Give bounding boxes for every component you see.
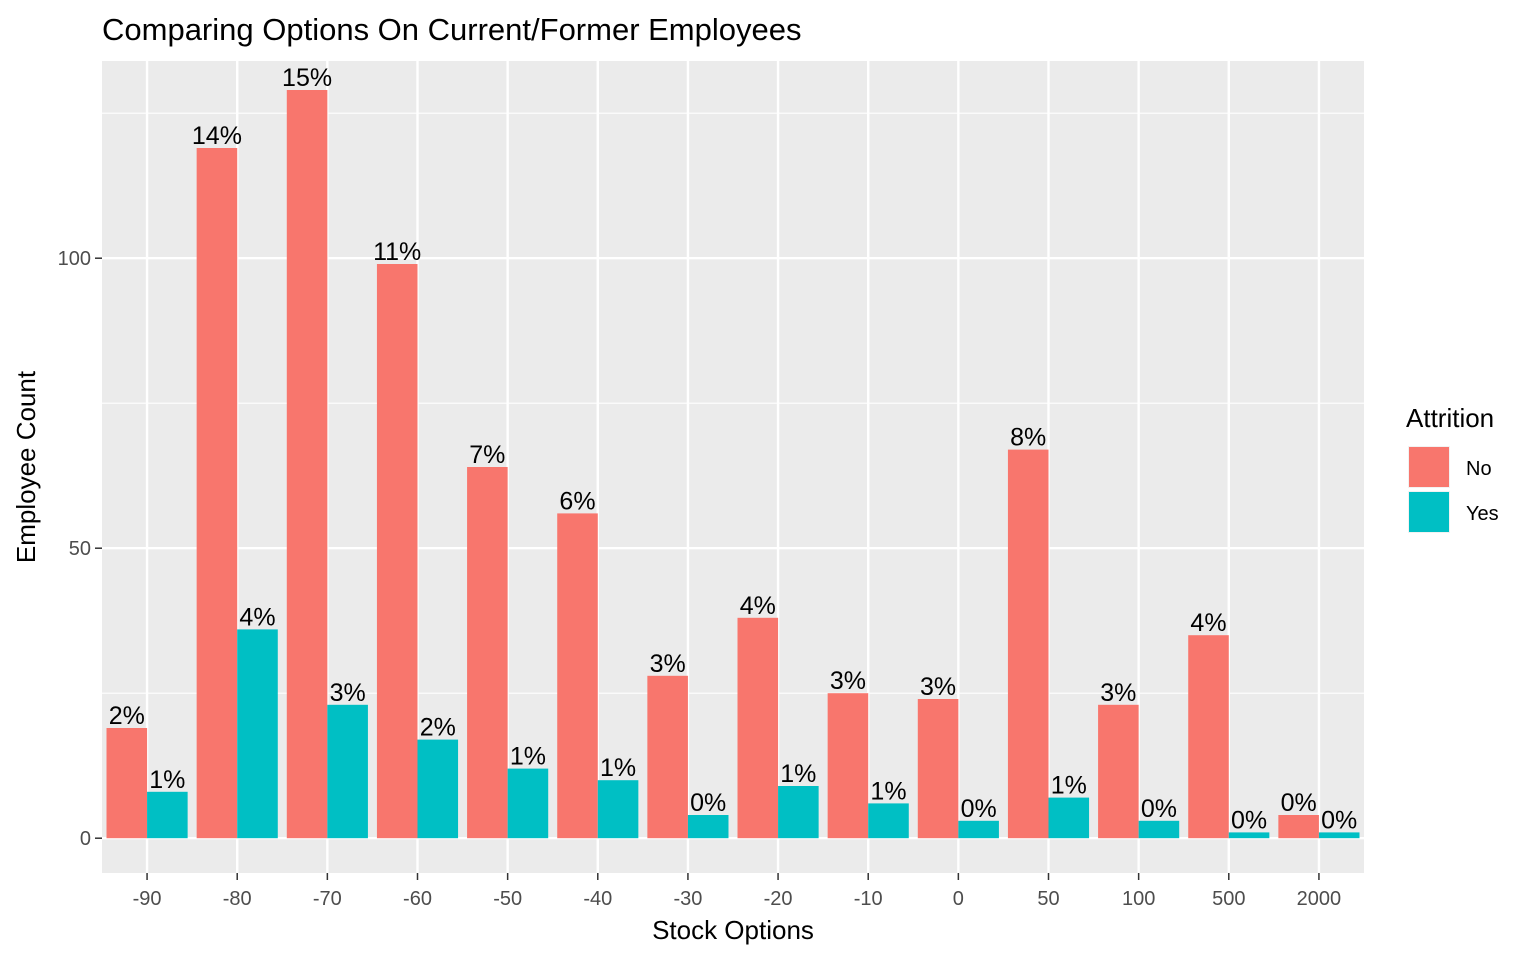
legend-key-yes (1409, 492, 1449, 532)
data-label-no--80: 14% (192, 122, 242, 150)
data-label-no--60: 11% (373, 238, 421, 266)
bar-no--80 (196, 148, 238, 839)
data-label-yes-0: 0% (961, 795, 997, 823)
x-tick-label: 0 (953, 888, 964, 910)
data-label-yes--20: 1% (780, 760, 816, 788)
bar-yes--80 (237, 629, 278, 839)
data-label-yes-100: 0% (1141, 795, 1177, 823)
x-tick-label: -70 (313, 888, 342, 910)
x-tick-label: 2000 (1297, 888, 1342, 910)
y-axis-title: Employee Count (11, 370, 41, 563)
data-label-yes--50: 1% (510, 743, 546, 771)
data-label-no-0: 3% (920, 673, 956, 701)
bar-no-500 (1188, 635, 1229, 839)
bar-no-2000 (1278, 815, 1319, 839)
legend-label-no: No (1466, 458, 1492, 480)
bar-yes-100 (1138, 820, 1180, 839)
data-label-yes--40: 1% (600, 754, 636, 782)
data-label-no--30: 3% (650, 650, 686, 678)
x-tick-label: -10 (854, 888, 883, 910)
x-tick-label: 50 (1037, 888, 1059, 910)
bar-yes-2000 (1318, 832, 1360, 839)
bar-no-100 (1098, 704, 1139, 839)
bar-yes-0 (958, 820, 999, 839)
data-label-yes--30: 0% (690, 789, 726, 817)
bar-no--10 (827, 693, 869, 839)
bar-no--60 (376, 264, 418, 839)
bar-yes--60 (417, 739, 459, 839)
bar-no--90 (106, 728, 148, 839)
bar-yes--30 (687, 815, 729, 839)
chart-title: Comparing Options On Current/Former Empl… (102, 12, 801, 47)
x-axis-title: Stock Options (652, 915, 814, 945)
bar-no--20 (737, 617, 779, 839)
data-label-yes--70: 3% (330, 679, 366, 707)
data-label-yes--60: 2% (420, 714, 456, 742)
data-label-yes--90: 1% (149, 766, 185, 794)
x-tick-label: 100 (1122, 888, 1155, 910)
data-label-yes-50: 1% (1051, 772, 1087, 800)
bar-yes--10 (868, 803, 909, 839)
x-tick-label: -60 (403, 888, 432, 910)
bar-no--70 (286, 90, 328, 839)
legend-key-no (1409, 447, 1449, 487)
data-labels: 2% 14% 15% 11% 7% 6% 3% 4% 3% 3% 8% 3% 4% 0% 1% 4% 3% 2% 1… (109, 64, 1358, 834)
x-tick-label: -40 (583, 888, 612, 910)
x-tick-label: -20 (764, 888, 793, 910)
x-tick-label: -30 (673, 888, 702, 910)
data-label-no-2000: 0% (1281, 789, 1317, 817)
data-label-no-50: 8% (1010, 424, 1046, 452)
data-label-no--90: 2% (109, 702, 145, 730)
legend-label-yes: Yes (1466, 503, 1499, 525)
legend: Attrition No Yes (1406, 403, 1499, 533)
x-tick-label: -80 (223, 888, 252, 910)
bar-yes-500 (1228, 832, 1270, 839)
data-label-no--20: 4% (740, 592, 776, 620)
bar-yes--40 (597, 780, 639, 839)
data-label-no--10: 3% (830, 667, 866, 695)
data-label-no--70: 15% (282, 64, 332, 92)
x-tick-label: 500 (1212, 888, 1245, 910)
x-axis: -90 -80 -70 -60 -50 -40 -30 -20 -10 0 50 100 500 2000 (133, 873, 1342, 910)
data-label-no--50: 7% (469, 441, 505, 469)
bar-yes--20 (778, 786, 819, 839)
bar-no-50 (1007, 449, 1049, 839)
bar-no--30 (647, 675, 688, 839)
bar-yes--50 (507, 768, 549, 839)
y-tick-label: 0 (80, 828, 91, 850)
data-label-yes-500: 0% (1231, 806, 1267, 834)
y-tick-label: 100 (58, 248, 91, 270)
data-label-yes--10: 1% (870, 777, 906, 805)
y-tick-label: 50 (69, 538, 91, 560)
data-label-yes-2000: 0% (1321, 806, 1357, 834)
bar-no-0 (917, 699, 959, 839)
data-label-no--40: 6% (559, 487, 595, 515)
x-tick-label: -90 (133, 888, 162, 910)
bar-no--50 (467, 467, 508, 839)
bar-yes--70 (327, 704, 368, 839)
data-label-no-500: 4% (1190, 609, 1226, 637)
x-tick-label: -50 (493, 888, 522, 910)
bar-yes-50 (1048, 797, 1090, 839)
bar-yes--90 (147, 791, 188, 839)
y-axis: 0 50 100 (58, 248, 102, 850)
data-label-no-100: 3% (1100, 679, 1136, 707)
legend-title: Attrition (1406, 403, 1494, 433)
bar-no--40 (557, 513, 598, 839)
bars (106, 90, 1360, 839)
data-label-yes--80: 4% (239, 603, 275, 631)
